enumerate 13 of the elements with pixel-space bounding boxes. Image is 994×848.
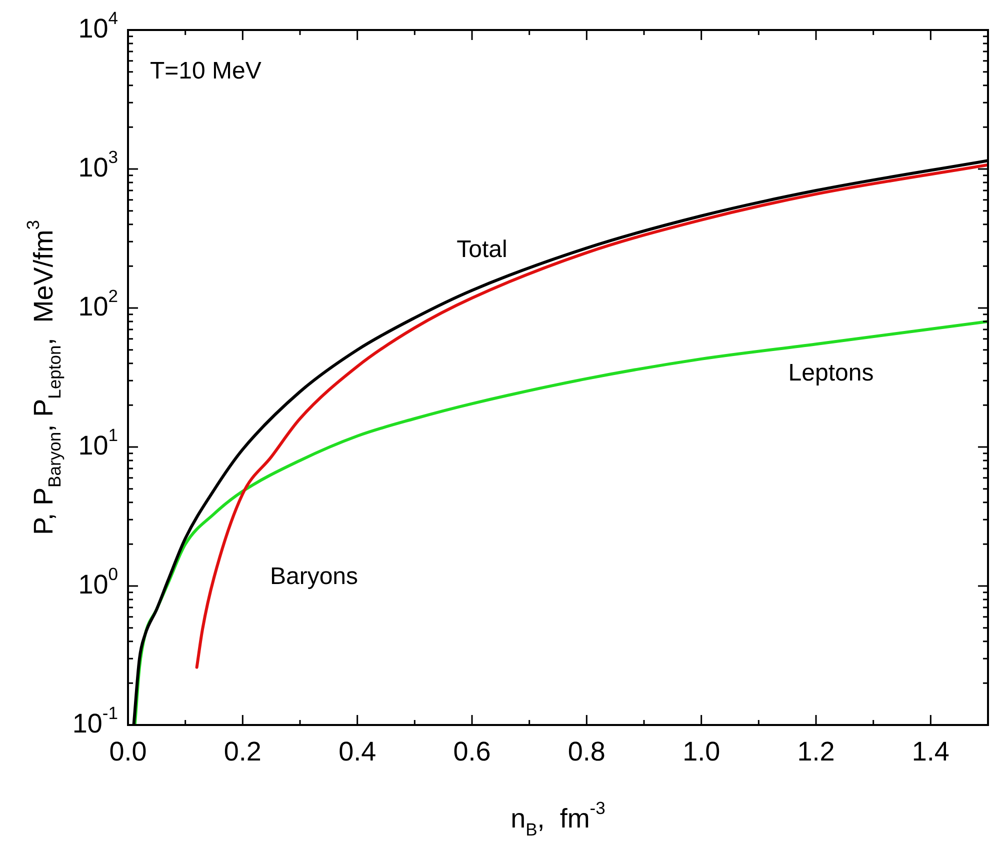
x-tick-label: 0.4 bbox=[338, 736, 376, 766]
x-tick-label: 1.4 bbox=[912, 736, 950, 766]
series-label: Leptons bbox=[788, 360, 874, 387]
x-tick-label: 1.0 bbox=[682, 736, 720, 766]
x-tick-label: 1.2 bbox=[797, 736, 835, 766]
x-tick-label: 0.0 bbox=[109, 736, 147, 766]
y-axis-title: P, PBaryon, PLepton, MeV/fm3 bbox=[23, 220, 65, 535]
series-label: Total bbox=[456, 236, 508, 263]
annotation: T=10 MeV bbox=[150, 58, 262, 85]
text: Baryons bbox=[270, 563, 358, 590]
x-tick-label: 0.8 bbox=[568, 736, 606, 766]
x-tick-label: 0.6 bbox=[453, 736, 491, 766]
x-tick-label: 0.2 bbox=[224, 736, 262, 766]
